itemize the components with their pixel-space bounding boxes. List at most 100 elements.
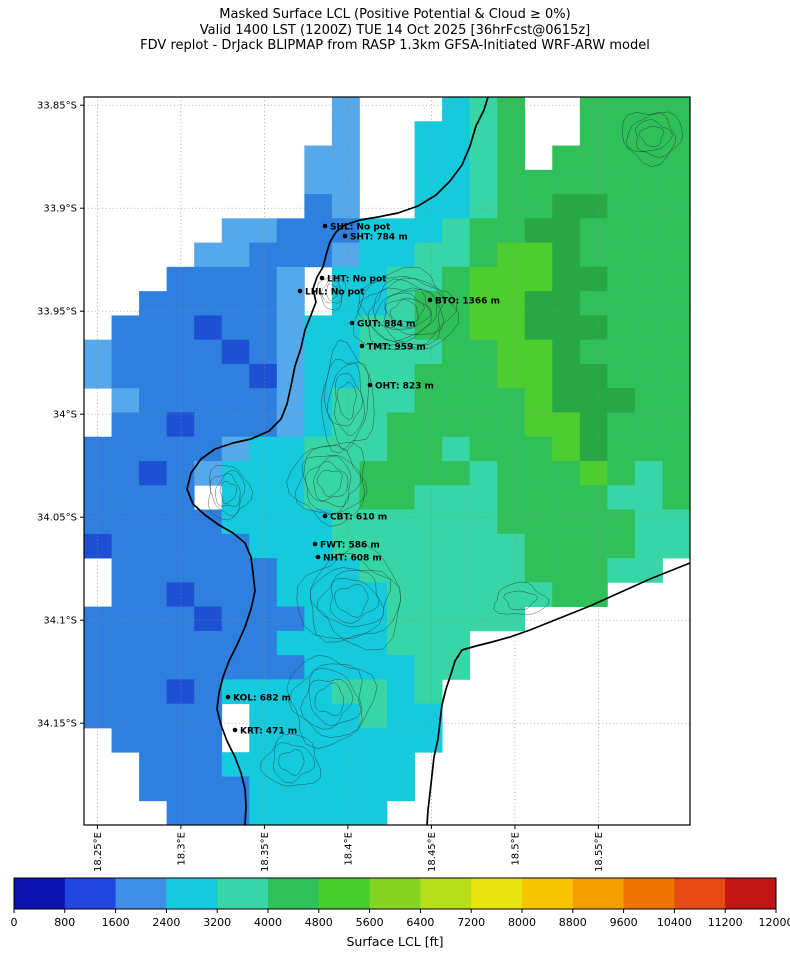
lcl-cell xyxy=(524,558,553,583)
lcl-cell xyxy=(469,218,498,243)
lcl-cell xyxy=(524,315,553,341)
contour-ring xyxy=(324,359,369,452)
lcl-cell xyxy=(497,436,526,462)
lcl-cell xyxy=(194,558,223,583)
lcl-cell xyxy=(607,436,636,462)
lcl-cell xyxy=(497,582,526,607)
lcl-cell xyxy=(359,242,388,268)
lcl-cell xyxy=(194,655,223,680)
lcl-cell xyxy=(166,266,195,292)
lcl-cell xyxy=(111,606,140,632)
lcl-cell xyxy=(552,485,581,510)
lcl-cell xyxy=(139,461,168,486)
lcl-cell xyxy=(579,291,608,316)
lcl-cell xyxy=(442,194,471,219)
colorbar-tick-label: 2400 xyxy=(152,916,180,929)
colorbar-tick-label: 9600 xyxy=(610,916,638,929)
lcl-cell xyxy=(111,412,140,438)
lcl-cell xyxy=(414,703,443,729)
contour-ring xyxy=(301,454,362,515)
station-dot-LHL xyxy=(297,288,303,294)
lcl-cell xyxy=(662,533,691,559)
lcl-cell xyxy=(249,776,278,802)
lcl-cell xyxy=(414,606,443,632)
lcl-cell xyxy=(469,266,498,292)
lcl-cell xyxy=(579,169,608,195)
lcl-cell xyxy=(249,266,278,292)
contour-ring xyxy=(321,339,375,454)
lcl-cell xyxy=(276,558,305,583)
lcl-cell xyxy=(387,509,415,535)
lcl-cell xyxy=(552,461,581,486)
station-dot-CBT xyxy=(322,513,328,519)
lcl-cell xyxy=(442,388,471,413)
lcl-cell xyxy=(552,315,581,341)
lcl-cell xyxy=(276,703,305,729)
lcl-cell xyxy=(249,218,278,243)
lcl-cell xyxy=(414,145,443,171)
lcl-cell xyxy=(331,752,360,777)
lcl-cell xyxy=(221,266,250,292)
station-label-NHT: NHT: 608 m xyxy=(323,553,382,563)
lcl-cell xyxy=(387,582,415,607)
lcl-cell xyxy=(579,533,608,559)
lcl-cell xyxy=(139,776,168,802)
lcl-cell xyxy=(139,509,168,535)
lcl-cell xyxy=(607,339,636,365)
contour-ring xyxy=(622,111,683,168)
lcl-cell xyxy=(166,727,195,753)
lcl-cell xyxy=(359,363,388,389)
lcl-cell xyxy=(304,388,333,413)
lcl-cell xyxy=(579,485,608,510)
colorbar-band xyxy=(115,878,167,909)
lcl-cell xyxy=(331,461,360,486)
lcl-cell xyxy=(359,630,388,656)
lcl-cell xyxy=(634,291,663,316)
station-dot-OHT xyxy=(367,382,373,388)
contour-ring xyxy=(316,275,347,311)
lcl-cell xyxy=(634,266,663,292)
lcl-cell xyxy=(579,558,608,583)
lcl-cell xyxy=(414,266,443,292)
lcl-cell xyxy=(552,291,581,316)
lcl-cell xyxy=(276,776,305,802)
contour-ring xyxy=(300,667,363,730)
lcl-cell xyxy=(387,752,415,777)
lcl-cell xyxy=(111,363,140,389)
lcl-cell xyxy=(304,533,333,559)
y-tick-label: 33.95°S xyxy=(37,307,77,318)
lcl-cell xyxy=(662,242,691,268)
lcl-cell xyxy=(579,509,608,535)
lcl-cell xyxy=(442,121,471,146)
lcl-cell xyxy=(276,533,305,559)
lcl-cell xyxy=(139,388,168,413)
lcl-cell xyxy=(579,97,608,122)
lcl-cell xyxy=(166,800,195,826)
contour-ring xyxy=(286,441,365,527)
lcl-cell xyxy=(607,266,636,292)
lcl-cell xyxy=(139,727,168,753)
lcl-cell xyxy=(139,606,168,632)
lcl-cell xyxy=(579,266,608,292)
lcl-cell xyxy=(194,606,223,632)
x-tick-label: 18.35°E xyxy=(260,832,271,872)
lcl-cell xyxy=(414,412,443,438)
colorbar-tick-label: 7200 xyxy=(457,916,485,929)
lcl-cell xyxy=(524,266,553,292)
lcl-cell xyxy=(359,606,388,632)
lcl-cell xyxy=(387,218,415,243)
lcl-cell xyxy=(414,655,443,680)
lcl-cell xyxy=(304,242,333,268)
lcl-cell xyxy=(304,461,333,486)
colorbar-tick-label: 800 xyxy=(54,916,75,929)
lcl-cell xyxy=(662,194,691,219)
station-dot-NHT xyxy=(315,554,321,560)
lcl-cell xyxy=(387,655,415,680)
lcl-cell xyxy=(469,461,498,486)
lcl-cell xyxy=(331,630,360,656)
lcl-cell xyxy=(552,388,581,413)
lcl-cell xyxy=(331,582,360,607)
lcl-cell xyxy=(524,485,553,510)
lcl-cell xyxy=(387,339,415,365)
lcl-cell xyxy=(304,582,333,607)
